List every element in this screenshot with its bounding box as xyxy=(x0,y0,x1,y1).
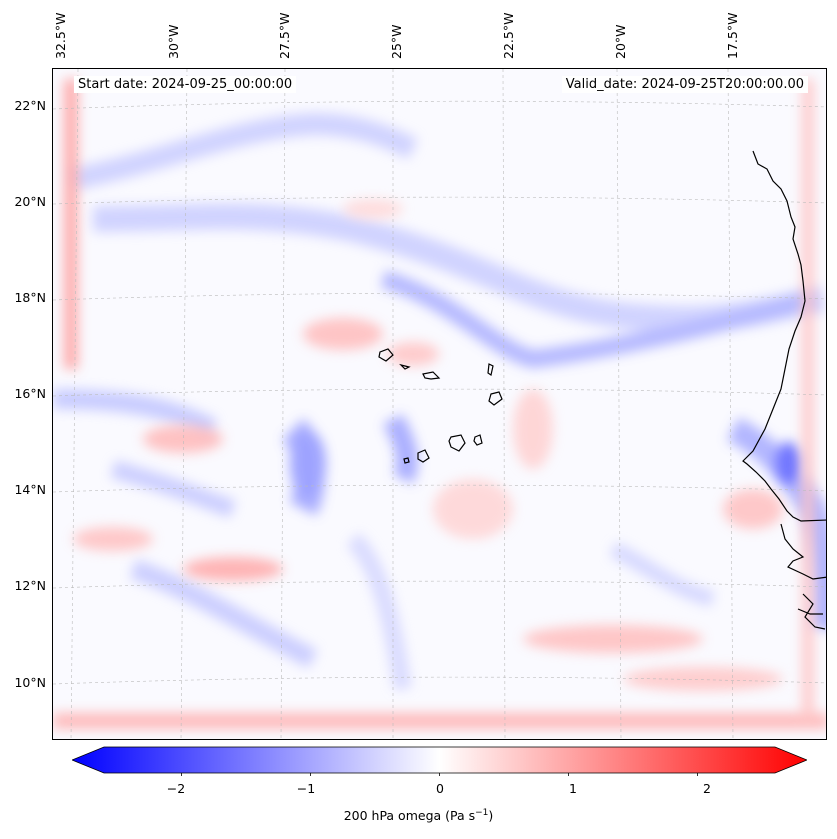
colorbar-tick-1: 1 xyxy=(569,781,577,796)
colorbar-label-exponent: −1 xyxy=(475,808,489,818)
omega-field-map xyxy=(53,69,826,739)
island-boa-vista xyxy=(488,391,503,406)
lon-tick-27-5w: 27.5°W xyxy=(277,12,292,59)
lat-tick-12n: 12°N xyxy=(14,578,46,593)
lat-tick-14n: 14°N xyxy=(14,482,46,497)
lat-tick-10n: 10°N xyxy=(14,675,46,690)
colorbar-tick-minus-1: −1 xyxy=(296,781,316,796)
lat-tick-20n: 20°N xyxy=(14,194,46,209)
colorbar-tick-2: 2 xyxy=(703,781,711,796)
colorbar xyxy=(72,746,807,776)
map-panel[interactable] xyxy=(52,68,827,740)
lon-tick-20w: 20°W xyxy=(613,24,628,59)
island-sao-vicente xyxy=(399,363,411,370)
colorbar-tick-0: 0 xyxy=(436,781,444,796)
lat-tick-16n: 16°N xyxy=(14,386,46,401)
island-maio xyxy=(473,434,483,446)
colorbar-bar xyxy=(72,746,807,774)
island-fogo xyxy=(417,449,430,463)
colorbar-label-end: ) xyxy=(488,808,494,824)
graticule xyxy=(53,69,826,739)
coastline xyxy=(378,150,826,630)
island-sao-nicolau xyxy=(422,371,441,380)
colorbar-tick-minus-2: −2 xyxy=(166,781,186,796)
island-sal xyxy=(487,363,494,376)
valid-date-label: Valid_date: 2024-09-25T20:00:00.00 xyxy=(561,76,808,93)
lon-tick-22-5w: 22.5°W xyxy=(501,12,516,59)
lon-tick-25w: 25°W xyxy=(389,24,404,59)
negative-omega-bands xyxy=(53,112,826,691)
colorbar-label-main: 200 hPa omega (Pa s xyxy=(343,808,476,824)
colorbar-label: 200 hPa omega (Pa s−1) xyxy=(0,808,837,823)
lon-tick-30w: 30°W xyxy=(166,24,181,59)
island-santo-antao xyxy=(378,348,394,362)
lat-tick-22n: 22°N xyxy=(14,98,46,113)
lat-tick-18n: 18°N xyxy=(14,290,46,305)
lon-tick-17-5w: 17.5°W xyxy=(725,12,740,59)
island-sao-tiago xyxy=(448,434,466,452)
lon-tick-32-5w: 32.5°W xyxy=(53,12,68,59)
start-date-label: Start date: 2024-09-25_00:00:00 xyxy=(74,76,297,93)
island-brava xyxy=(403,457,410,464)
